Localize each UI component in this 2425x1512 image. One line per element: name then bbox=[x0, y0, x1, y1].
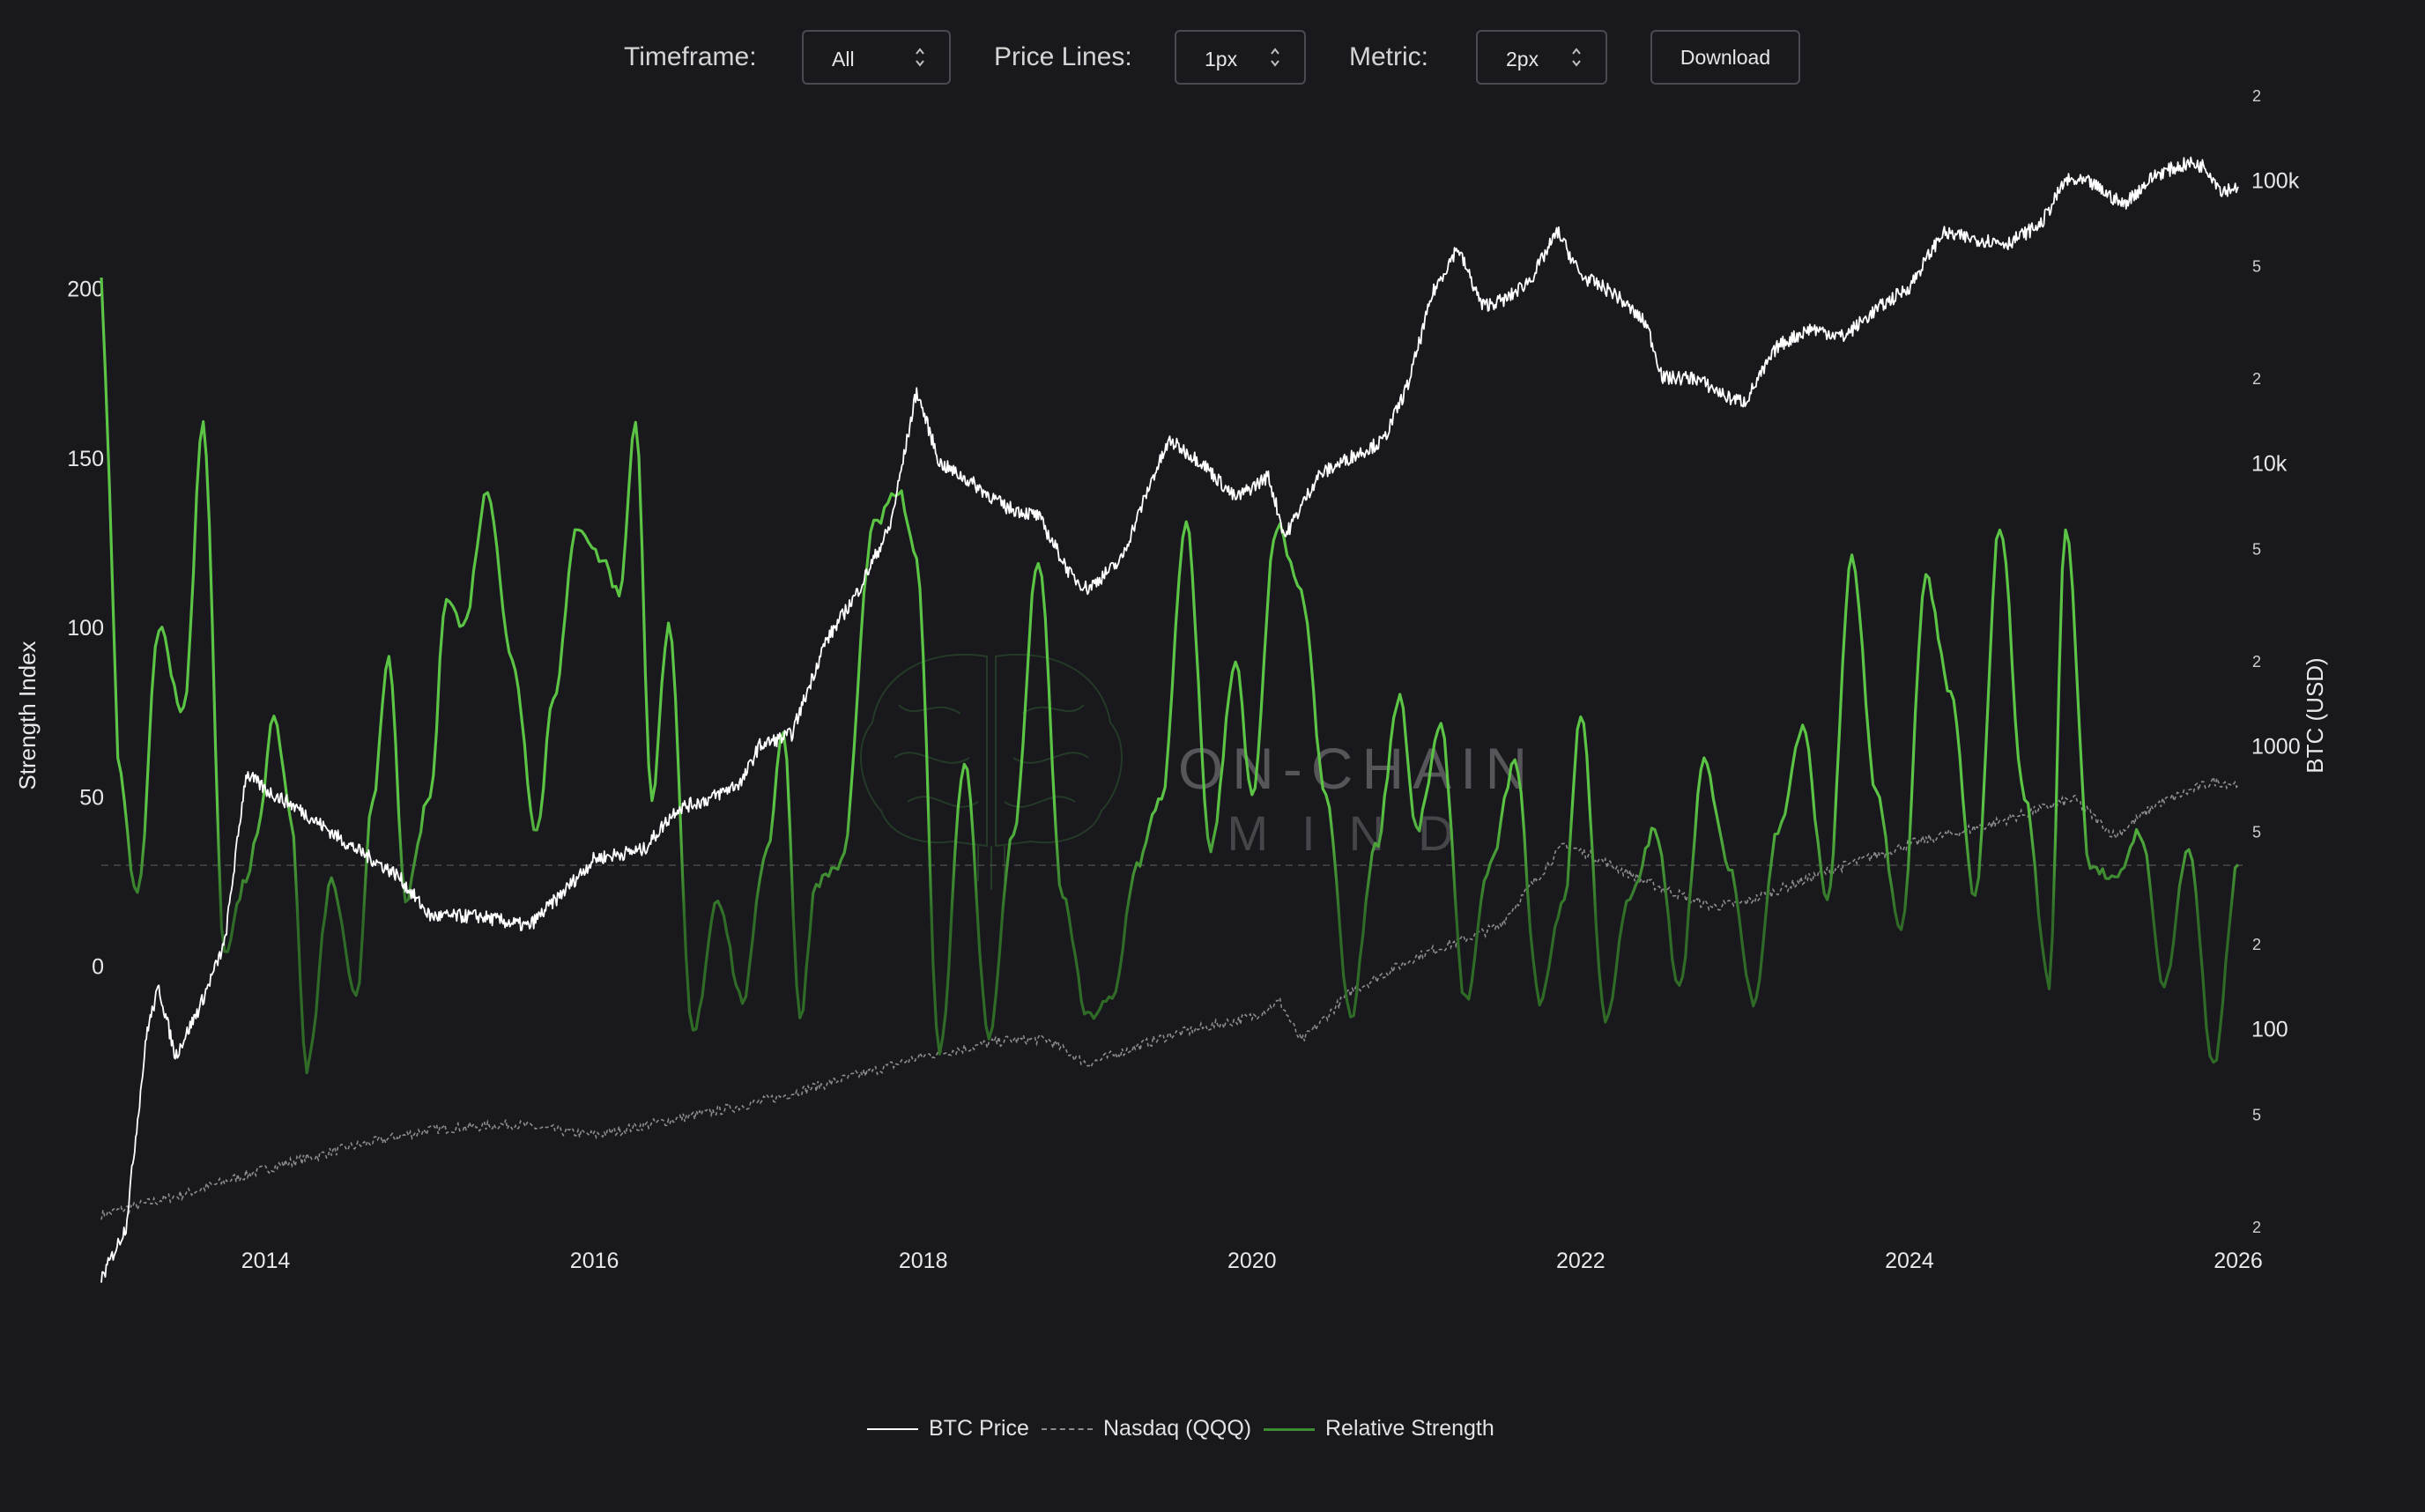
download-button[interactable]: Download bbox=[1650, 30, 1800, 85]
x-tick-label: 2014 bbox=[241, 1249, 291, 1273]
controls-bar: Timeframe: All Price Lines: 1px Metric: … bbox=[0, 30, 2425, 86]
y-right-minor-tick-label: 2 bbox=[2252, 653, 2261, 671]
metric-select[interactable]: 2px bbox=[1476, 30, 1607, 85]
timeframe-select[interactable]: All bbox=[802, 30, 951, 85]
x-tick-label: 2020 bbox=[1227, 1249, 1277, 1273]
select-updown-icon bbox=[1572, 48, 1581, 67]
timeframe-value: All bbox=[832, 48, 855, 70]
y-left-tick-label: 150 bbox=[67, 447, 104, 471]
x-tick-label: 2022 bbox=[1556, 1249, 1606, 1273]
y-right-tick-label: 100k bbox=[2251, 169, 2300, 194]
y-right-minor-tick-label: 2 bbox=[2252, 1219, 2261, 1236]
watermark-line1: ON-CHAIN bbox=[1178, 736, 1536, 801]
y-left-tick-label: 200 bbox=[67, 278, 104, 302]
price-lines-value: 1px bbox=[1205, 48, 1238, 70]
x-tick-label: 2016 bbox=[570, 1249, 619, 1273]
legend-swatch-btc bbox=[867, 1428, 918, 1430]
y-right-minor-tick-label: 2 bbox=[2252, 936, 2261, 953]
watermark-line2: MIND bbox=[1227, 805, 1487, 861]
y-right-minor-tick-label: 5 bbox=[2252, 1106, 2261, 1123]
legend-label-strength: Relative Strength bbox=[1325, 1416, 1494, 1441]
legend-swatch-strength bbox=[1264, 1428, 1315, 1431]
select-updown-icon bbox=[916, 48, 924, 67]
y-left-tick-label: 50 bbox=[79, 785, 104, 810]
legend: BTC Price Nasdaq (QQQ) Relative Strength bbox=[0, 1412, 2425, 1448]
metric-label: Metric: bbox=[1349, 42, 1428, 71]
y-right-minor-tick-label: 5 bbox=[2252, 823, 2261, 841]
right-axis: 100 1000 10k 100k 2 5 2 5 2 5 2 5 2 bbox=[2251, 87, 2301, 1236]
series-nasdaq-line bbox=[100, 775, 2239, 1220]
x-axis: 2014 2016 2018 2020 2022 2024 2026 bbox=[241, 1249, 2263, 1273]
y-right-minor-tick-label: 5 bbox=[2252, 540, 2261, 558]
y-axis-right-label: BTC (USD) bbox=[2302, 657, 2328, 773]
legend-label-btc: BTC Price bbox=[929, 1416, 1029, 1441]
y-right-tick-label: 100 bbox=[2251, 1018, 2288, 1042]
price-lines-label: Price Lines: bbox=[994, 42, 1132, 71]
y-right-minor-tick-label: 2 bbox=[2252, 370, 2261, 388]
y-left-tick-label: 0 bbox=[92, 955, 104, 980]
legend-swatch-nasdaq bbox=[1042, 1428, 1093, 1430]
select-updown-icon bbox=[1271, 48, 1279, 67]
y-right-tick-label: 10k bbox=[2251, 452, 2288, 477]
series-relative-strength-line bbox=[100, 278, 2240, 1075]
brain-logo bbox=[859, 653, 1124, 890]
watermark: ON-CHAIN MIND bbox=[859, 653, 1536, 890]
y-right-minor-tick-label: 2 bbox=[2252, 87, 2261, 105]
y-axis-left-label: Strength Index bbox=[14, 641, 41, 789]
y-left-tick-label: 100 bbox=[67, 616, 104, 641]
y-right-minor-tick-label: 5 bbox=[2252, 257, 2261, 275]
series-btc-price-line bbox=[100, 156, 2239, 1283]
legend-label-nasdaq: Nasdaq (QQQ) bbox=[1103, 1416, 1252, 1441]
price-lines-select[interactable]: 1px bbox=[1175, 30, 1306, 85]
x-tick-label: 2018 bbox=[899, 1249, 948, 1273]
series-layer bbox=[100, 156, 2240, 1283]
y-right-tick-label: 1000 bbox=[2251, 735, 2301, 760]
x-tick-label: 2026 bbox=[2214, 1249, 2263, 1273]
timeframe-label: Timeframe: bbox=[624, 42, 757, 71]
x-tick-label: 2024 bbox=[1885, 1249, 1934, 1273]
left-axis: 0 50 100 150 200 bbox=[67, 278, 104, 980]
metric-value: 2px bbox=[1506, 48, 1539, 70]
